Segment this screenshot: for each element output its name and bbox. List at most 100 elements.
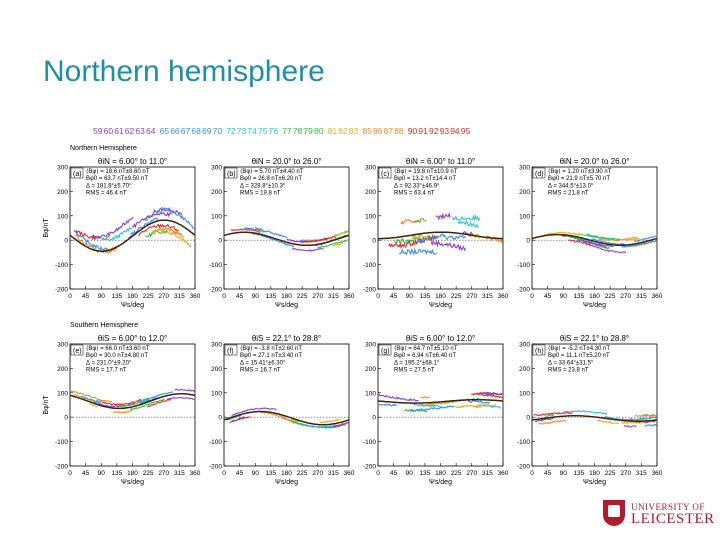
- y-tick-label: 200: [211, 366, 222, 373]
- panel-stat: Δ = 328.8°±10.3°: [240, 183, 286, 189]
- panel-stat: RMS = 46.4 nT: [86, 191, 127, 197]
- legend-label-88: 88: [394, 126, 404, 136]
- y-tick-label: 100: [57, 390, 68, 397]
- data-series-trace: [332, 242, 344, 247]
- y-tick-label: 0: [526, 415, 530, 422]
- logo-line1: UNIVERSITY OF: [631, 502, 705, 512]
- legend-label-72: 72: [226, 126, 236, 136]
- data-series-trace: [411, 233, 430, 240]
- x-tick-label: 45: [82, 293, 90, 300]
- x-tick-label: 225: [143, 470, 154, 477]
- y-tick-label: 0: [526, 238, 530, 245]
- legend-label-68: 68: [191, 126, 201, 136]
- x-tick-label: 180: [589, 293, 600, 300]
- slide-title: Northern hemisphere: [43, 55, 325, 88]
- x-tick-label: 135: [573, 470, 584, 477]
- panel-stat: RMS = 27.5 nT: [394, 368, 435, 374]
- data-series-trace: [591, 238, 627, 246]
- panel-letter: (b): [227, 171, 236, 178]
- x-tick-label: 225: [605, 293, 616, 300]
- data-series-trace: [145, 230, 168, 238]
- panel-stat: Bφ0 = 30.0 nT±4.80 nT: [86, 353, 148, 359]
- x-tick-label: 270: [620, 293, 631, 300]
- y-tick-label: -100: [363, 262, 376, 269]
- y-tick-label: 200: [519, 366, 530, 373]
- x-tick-label: 360: [344, 470, 355, 477]
- y-tick-label: 200: [365, 366, 376, 373]
- legend-label-74: 74: [247, 126, 257, 136]
- y-tick-label: 100: [365, 213, 376, 220]
- crest-icon: [603, 500, 625, 526]
- x-tick-label: 360: [344, 293, 355, 300]
- panel-stat: Bφ0 = 11.1 nT±5.20 nT: [548, 353, 610, 359]
- data-series-trace: [410, 405, 455, 412]
- data-series-trace: [400, 217, 427, 226]
- x-tick-label: 315: [482, 470, 493, 477]
- x-tick-label: 0: [376, 470, 380, 477]
- panel-stat: ⟨Bφ⟩ = 66.0 nT±3.60 nT: [86, 345, 150, 352]
- legend-label-65: 65: [160, 126, 170, 136]
- y-tick-label: -100: [517, 262, 530, 269]
- y-tick-label: 300: [211, 342, 222, 349]
- data-series-trace: [457, 219, 480, 229]
- data-series-trace: [119, 398, 151, 408]
- data-series-trace: [244, 227, 288, 239]
- university-logo: UNIVERSITY OF LEICESTER: [603, 500, 714, 532]
- data-series-trace: [570, 235, 601, 246]
- fit-curve: [70, 393, 195, 410]
- y-tick-label: -100: [517, 439, 530, 446]
- panel-letter-box: [378, 344, 392, 356]
- data-series-trace: [226, 414, 242, 421]
- data-series-trace: [541, 231, 584, 237]
- y-tick-label: -100: [209, 439, 222, 446]
- data-series-trace: [101, 398, 141, 406]
- x-tick-label: 180: [281, 470, 292, 477]
- y-tick-label: 100: [519, 213, 530, 220]
- legend-label-62: 62: [125, 126, 135, 136]
- y-tick-label: 0: [372, 415, 376, 422]
- x-tick-label: 225: [605, 470, 616, 477]
- legend-label-86: 86: [373, 126, 383, 136]
- fit-curve: [378, 398, 503, 404]
- x-tick-label: 360: [652, 293, 663, 300]
- data-series-trace: [621, 240, 657, 248]
- x-tick-label: 90: [406, 470, 414, 477]
- y-tick-label: -100: [55, 262, 68, 269]
- y-tick-label: -100: [55, 439, 68, 446]
- data-series-trace: [319, 418, 341, 424]
- x-tick-label: 180: [127, 293, 138, 300]
- x-tick-label: 135: [573, 293, 584, 300]
- data-series-trace: [129, 398, 165, 411]
- y-tick-label: -200: [55, 464, 68, 471]
- x-tick-label: 0: [68, 470, 72, 477]
- x-tick-label: 45: [544, 293, 552, 300]
- data-series-trace: [73, 229, 109, 251]
- panel-stat: Δ = 195.2°±68.1°: [394, 360, 440, 366]
- panel-theta: θiN = 6.00° to 11.0°: [406, 157, 475, 166]
- x-axis-label: Ψs/deg: [583, 302, 606, 309]
- panel-stat: ⟨Bφ⟩ = -5.2 nT±4.30 nT: [548, 345, 610, 352]
- panel-letter: (g): [381, 348, 390, 355]
- x-tick-label: 360: [190, 470, 201, 477]
- data-series-trace: [161, 206, 195, 230]
- data-series-trace: [644, 423, 657, 427]
- legend-label-82: 82: [338, 126, 348, 136]
- panel-stat: ⟨Bφ⟩ = 18.6 nT±8.60 nT: [86, 168, 150, 175]
- x-tick-label: 135: [419, 293, 430, 300]
- x-axis-label: Ψs/deg: [275, 302, 298, 309]
- y-tick-label: 0: [64, 238, 68, 245]
- x-tick-label: 90: [98, 293, 106, 300]
- data-series-trace: [166, 396, 195, 401]
- y-tick-label: 200: [57, 189, 68, 196]
- data-series-trace: [105, 226, 132, 242]
- panel-stat: Δ = 344.5°±13.0°: [548, 183, 594, 189]
- legend-label-91: 91: [418, 126, 428, 136]
- y-tick-label: -200: [363, 287, 376, 294]
- legend-label-80: 80: [314, 126, 324, 136]
- y-tick-label: -200: [517, 464, 530, 471]
- x-tick-label: 225: [143, 293, 154, 300]
- legend-label-70: 70: [213, 126, 223, 136]
- data-traces: [532, 231, 657, 254]
- data-series-trace: [316, 424, 336, 428]
- legend-label-77: 77: [282, 126, 292, 136]
